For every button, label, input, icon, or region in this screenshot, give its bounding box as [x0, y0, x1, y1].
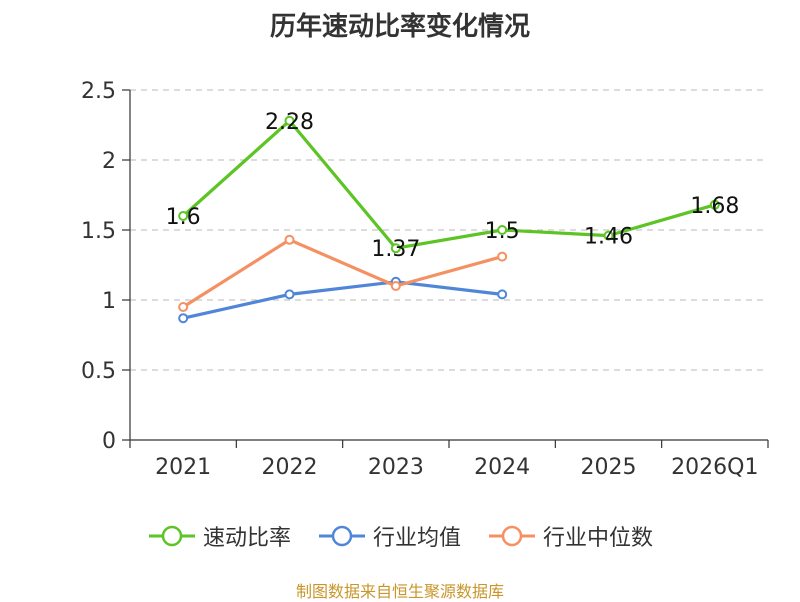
source-note: 制图数据来自恒生聚源数据库 — [295, 582, 504, 601]
legend-item[interactable]: 行业均值 — [317, 520, 461, 552]
data-point — [284, 234, 295, 245]
y-tick-label: 1.5 — [81, 219, 116, 244]
y-tick-label: 1 — [102, 289, 116, 314]
y-tick-label: 2.5 — [81, 79, 116, 104]
series-line — [182, 238, 503, 309]
data-point — [497, 225, 508, 235]
data-point — [390, 243, 401, 254]
legend: 速动比率 行业均值 行业中位数 — [0, 520, 800, 552]
data-label: 1.68 — [690, 194, 739, 219]
data-point — [178, 313, 189, 324]
data-label: 1.37 — [371, 237, 420, 262]
data-point — [284, 289, 295, 300]
data-point — [390, 281, 401, 291]
data-point — [497, 251, 508, 262]
legend-item[interactable]: 行业中位数 — [487, 520, 653, 552]
data-label: 1.5 — [485, 219, 520, 244]
x-tick-label: 2021 — [155, 455, 211, 480]
axes: 0 0.5 1 1.5 2 2.5 2021 2022 2023 2024 2025 2026Q1 — [81, 79, 769, 480]
data-point — [603, 230, 614, 241]
legend-line-circle-icon — [318, 525, 365, 547]
data-point — [709, 199, 720, 210]
x-tick-label: 2024 — [474, 455, 530, 480]
legend-label: 速动比率 — [202, 526, 291, 551]
grid-lines — [130, 89, 768, 371]
x-tick-label: 2026Q1 — [671, 455, 758, 480]
series-line — [182, 119, 716, 250]
chart-title: 历年速动比率变化情况 — [269, 12, 530, 42]
y-tick-label: 0.5 — [81, 359, 116, 384]
x-tick-label: 2025 — [581, 455, 637, 480]
legend-label: 行业均值 — [372, 526, 461, 551]
data-point — [178, 211, 189, 221]
legend-line-circle-icon — [148, 525, 195, 547]
data-point — [178, 302, 189, 312]
data-label: 1.6 — [166, 205, 201, 230]
y-tick-label: 2 — [102, 149, 116, 174]
y-tick-label: 0 — [102, 429, 116, 454]
data-labels: 1.6 2.28 1.37 1.5 1.46 1.68 — [166, 110, 740, 262]
data-point — [497, 289, 508, 300]
data-label: 1.46 — [584, 225, 633, 250]
x-tick-label: 2023 — [368, 455, 424, 480]
series-layer — [178, 115, 720, 324]
legend-label: 行业中位数 — [543, 526, 654, 551]
data-label: 2.28 — [265, 110, 314, 135]
legend-line-circle-icon — [489, 525, 535, 547]
series-line — [182, 280, 503, 320]
x-tick-label: 2022 — [262, 455, 318, 480]
legend-item[interactable]: 速动比率 — [147, 520, 291, 552]
data-point — [284, 115, 295, 126]
